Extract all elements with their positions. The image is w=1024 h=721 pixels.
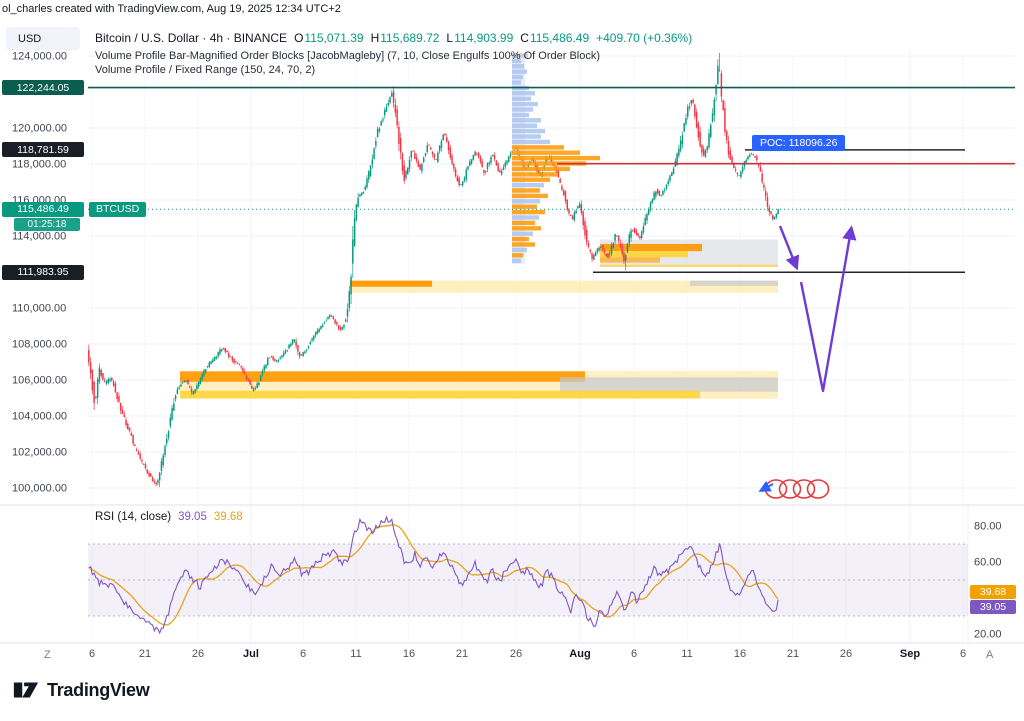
ohlc-open: O 115,071.39	[294, 31, 364, 45]
red-circle-doodle	[792, 479, 816, 499]
axis-edge-right: A	[986, 649, 994, 661]
change-value: +409.70 (+0.36%)	[596, 31, 693, 45]
currency-axis-button[interactable]: USD	[6, 27, 80, 50]
svg-text:6: 6	[960, 648, 966, 660]
svg-text:100,000.00: 100,000.00	[12, 483, 67, 495]
high-level-badge: 122,244.05	[2, 80, 84, 96]
candles-layer	[88, 52, 779, 488]
purple-arrow	[799, 225, 857, 393]
svg-text:110,000.00: 110,000.00	[12, 303, 66, 315]
svg-text:21: 21	[787, 648, 799, 660]
rsi-value: 39.05	[178, 511, 207, 523]
svg-text:120,000.00: 120,000.00	[12, 123, 67, 135]
svg-text:Aug: Aug	[569, 648, 590, 660]
svg-text:26: 26	[840, 648, 852, 660]
rsi-ma-value: 39.68	[213, 511, 243, 523]
current-price-badge: 115,486.49	[2, 201, 84, 217]
levels-layer	[88, 86, 1015, 274]
svg-text:16: 16	[403, 648, 415, 660]
tradingview-logo-text: TradingView	[47, 679, 150, 700]
purple-arrow	[778, 225, 800, 271]
svg-text:118,000.00: 118,000.00	[12, 159, 66, 171]
axis-edge-left: Z	[44, 649, 51, 661]
svg-text:6: 6	[300, 648, 306, 660]
svg-text:114,000.00: 114,000.00	[12, 231, 66, 243]
lower-line-badge: 111,983.95	[2, 264, 84, 280]
svg-text:108,000.00: 108,000.00	[12, 339, 67, 351]
svg-text:26: 26	[192, 648, 204, 660]
indicator-legend-volume-profile[interactable]: Volume Profile / Fixed Range (150, 24, 7…	[95, 64, 316, 76]
rsi-title: RSI (14, close)	[95, 511, 172, 523]
svg-text:104,000.00: 104,000.00	[12, 411, 67, 423]
svg-text:80.00: 80.00	[974, 521, 1002, 533]
rsi-legend[interactable]: RSI (14, close) 39.05 39.68	[95, 511, 243, 523]
symbol-tag: BTCUSD	[89, 201, 147, 217]
drawings-layer	[758, 225, 857, 499]
svg-text:11: 11	[350, 648, 361, 660]
svg-text:Jul: Jul	[243, 648, 259, 660]
rsi-value-badge: 39.05	[970, 600, 1016, 615]
svg-text:21: 21	[456, 648, 468, 660]
svg-text:6: 6	[631, 648, 637, 660]
svg-text:26: 26	[510, 648, 522, 660]
ohlc-low: L 114,903.99	[446, 31, 514, 45]
symbol-title: Bitcoin / U.S. Dollar · 4h · BINANCE	[95, 31, 288, 45]
svg-text:102,000.00: 102,000.00	[12, 447, 67, 459]
symbol-legend[interactable]: Bitcoin / U.S. Dollar · 4h · BINANCE O 11…	[95, 31, 692, 45]
ohlc-high: H 115,689.72	[370, 31, 440, 45]
red-circle-doodle	[806, 479, 830, 499]
rsi-ma-badge: 39.68	[970, 584, 1016, 599]
tradingview-logo[interactable]: TradingView	[12, 677, 150, 703]
svg-text:20.00: 20.00	[974, 629, 1002, 641]
tradingview-logo-icon	[13, 682, 39, 698]
rsi-layer	[88, 515, 968, 635]
svg-text:11: 11	[681, 648, 692, 660]
upper-line-badge: 118,781.59	[2, 142, 84, 158]
svg-text:16: 16	[734, 648, 746, 660]
watermark: ol_charles created with TradingView.com,…	[2, 3, 341, 15]
order-blocks-layer	[180, 239, 778, 399]
svg-text:60.00: 60.00	[974, 557, 1002, 569]
ohlc-close: C 115,486.49	[520, 31, 590, 45]
indicator-legend-order-blocks[interactable]: Volume Profile Bar-Magnified Order Block…	[95, 50, 601, 62]
svg-text:21: 21	[139, 648, 151, 660]
blue-arrow	[758, 480, 774, 492]
rsi-line	[88, 515, 779, 635]
svg-text:6: 6	[89, 648, 95, 660]
red-circle-doodle	[778, 479, 802, 499]
poc-label: POC: 118096.26	[752, 135, 846, 151]
svg-text:Sep: Sep	[900, 648, 920, 660]
svg-text:124,000.00: 124,000.00	[12, 51, 67, 63]
svg-text:106,000.00: 106,000.00	[12, 375, 67, 387]
countdown-badge: 01:25:18	[14, 217, 80, 231]
